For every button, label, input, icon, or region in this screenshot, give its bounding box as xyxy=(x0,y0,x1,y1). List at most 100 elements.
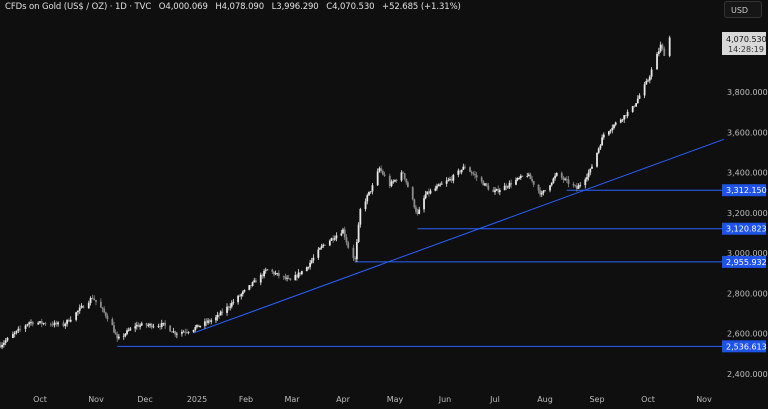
candle-body xyxy=(230,302,233,307)
candle-body xyxy=(579,184,582,186)
x-axis-tick: Jul xyxy=(489,395,500,404)
candle-body xyxy=(208,320,211,322)
candle-body xyxy=(333,238,336,240)
x-axis-tick: Nov xyxy=(88,395,104,404)
candle-body xyxy=(626,111,629,117)
candle-body xyxy=(439,184,442,186)
candle-body xyxy=(30,321,32,323)
symbol-title[interactable]: CFDs on Gold (US$ / OZ) · 1D · TVC xyxy=(5,2,152,12)
candle-body xyxy=(497,188,500,193)
x-axis-tick: Apr xyxy=(336,395,351,404)
candle-body xyxy=(175,333,178,335)
candle-body xyxy=(565,178,568,180)
y-axis-tick: 2,600.000 xyxy=(727,330,768,339)
candle-body xyxy=(503,185,506,191)
x-axis-tick: 2025 xyxy=(187,395,207,404)
candle-body xyxy=(6,337,9,341)
candle-body xyxy=(460,169,463,173)
candle-body xyxy=(450,178,453,181)
candle-body xyxy=(515,180,517,185)
candle-body xyxy=(609,130,612,132)
candle-body xyxy=(248,285,251,290)
candle-body xyxy=(297,272,300,278)
candle-body xyxy=(437,184,440,187)
candle-body xyxy=(106,316,109,320)
candle-body xyxy=(495,188,498,191)
candle-body xyxy=(232,302,235,303)
candle-body xyxy=(554,175,556,179)
candle-body xyxy=(625,115,627,117)
candle-body xyxy=(381,171,384,175)
candle-body xyxy=(159,326,161,327)
countdown-label: 14:28:19 xyxy=(728,45,764,54)
candle-body xyxy=(51,324,54,326)
candle-body xyxy=(552,178,555,183)
candle-body xyxy=(518,177,521,179)
x-axis-tick: Nov xyxy=(696,395,712,404)
candle-body xyxy=(253,280,256,283)
candle-body xyxy=(251,282,254,286)
candle-body xyxy=(470,171,473,174)
candle-body xyxy=(152,326,155,328)
candle-body xyxy=(62,322,65,327)
candle-body xyxy=(305,267,308,272)
candle-body xyxy=(633,106,636,107)
candle-body xyxy=(445,180,448,184)
candle-body xyxy=(643,84,646,96)
candle-body xyxy=(650,69,653,77)
candle-body xyxy=(0,345,2,348)
candle-body xyxy=(187,331,190,333)
candle-body xyxy=(611,127,614,131)
level-label: 3,120.823 xyxy=(726,225,767,234)
candle-body xyxy=(636,98,639,104)
candle-body xyxy=(407,182,409,188)
candle-body xyxy=(122,335,125,337)
candle-body xyxy=(482,181,485,186)
candle-body xyxy=(221,311,224,313)
candle-body xyxy=(567,179,570,184)
candle-body xyxy=(64,323,67,327)
candle-body xyxy=(277,272,280,276)
candle-body xyxy=(266,269,269,271)
candle-body xyxy=(75,312,78,320)
candle-body xyxy=(227,306,230,308)
candle-body xyxy=(648,76,651,81)
candle-body xyxy=(584,179,587,185)
candle-body xyxy=(544,190,546,192)
candle-body xyxy=(55,322,58,325)
candle-body xyxy=(19,328,22,330)
candle-body xyxy=(210,320,213,322)
candle-body xyxy=(459,170,461,173)
candle-body xyxy=(526,175,529,177)
candle-body xyxy=(527,174,530,176)
candle-body xyxy=(427,191,430,194)
candle-body xyxy=(591,166,593,169)
candle-body xyxy=(342,229,344,234)
level-label: 2,955.932 xyxy=(726,258,767,267)
candle-body xyxy=(457,170,460,175)
candle-body xyxy=(164,322,167,326)
candle-body xyxy=(601,137,603,146)
candle-body xyxy=(330,238,333,241)
x-axis-tick: Feb xyxy=(239,395,253,404)
candle-body xyxy=(411,187,414,200)
y-axis-tick: 3,800.000 xyxy=(727,88,768,97)
candle-body xyxy=(284,276,287,279)
candle-body xyxy=(68,319,70,322)
candle-body xyxy=(317,249,320,258)
candle-body xyxy=(254,280,257,283)
candle-body xyxy=(485,183,488,186)
candle-body xyxy=(364,201,367,210)
candle-body xyxy=(276,272,279,274)
candle-body xyxy=(647,80,649,82)
candle-body xyxy=(657,51,660,54)
candle-body xyxy=(196,324,198,328)
candle-body xyxy=(392,181,395,183)
candle-body xyxy=(510,182,513,185)
symbol-legend: CFDs on Gold (US$ / OZ) · 1D · TVC O4,00… xyxy=(5,2,466,12)
currency-button[interactable]: USD xyxy=(724,1,762,18)
candle-body xyxy=(238,295,241,297)
level-label-box xyxy=(722,255,766,268)
level-label-box xyxy=(722,222,766,235)
